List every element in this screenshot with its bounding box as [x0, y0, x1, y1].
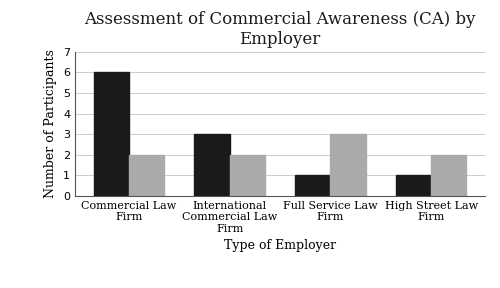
Y-axis label: Number of Participants: Number of Participants [44, 50, 58, 198]
Title: Assessment of Commercial Awareness (CA) by
Employer: Assessment of Commercial Awareness (CA) … [84, 11, 476, 48]
Bar [330, 134, 366, 196]
Bar [129, 155, 164, 196]
Bar [396, 175, 431, 196]
Bar [194, 134, 230, 196]
X-axis label: Type of Employer: Type of Employer [224, 239, 336, 253]
Bar [230, 155, 265, 196]
Bar [295, 175, 330, 196]
Bar [431, 155, 466, 196]
Bar [94, 72, 129, 196]
